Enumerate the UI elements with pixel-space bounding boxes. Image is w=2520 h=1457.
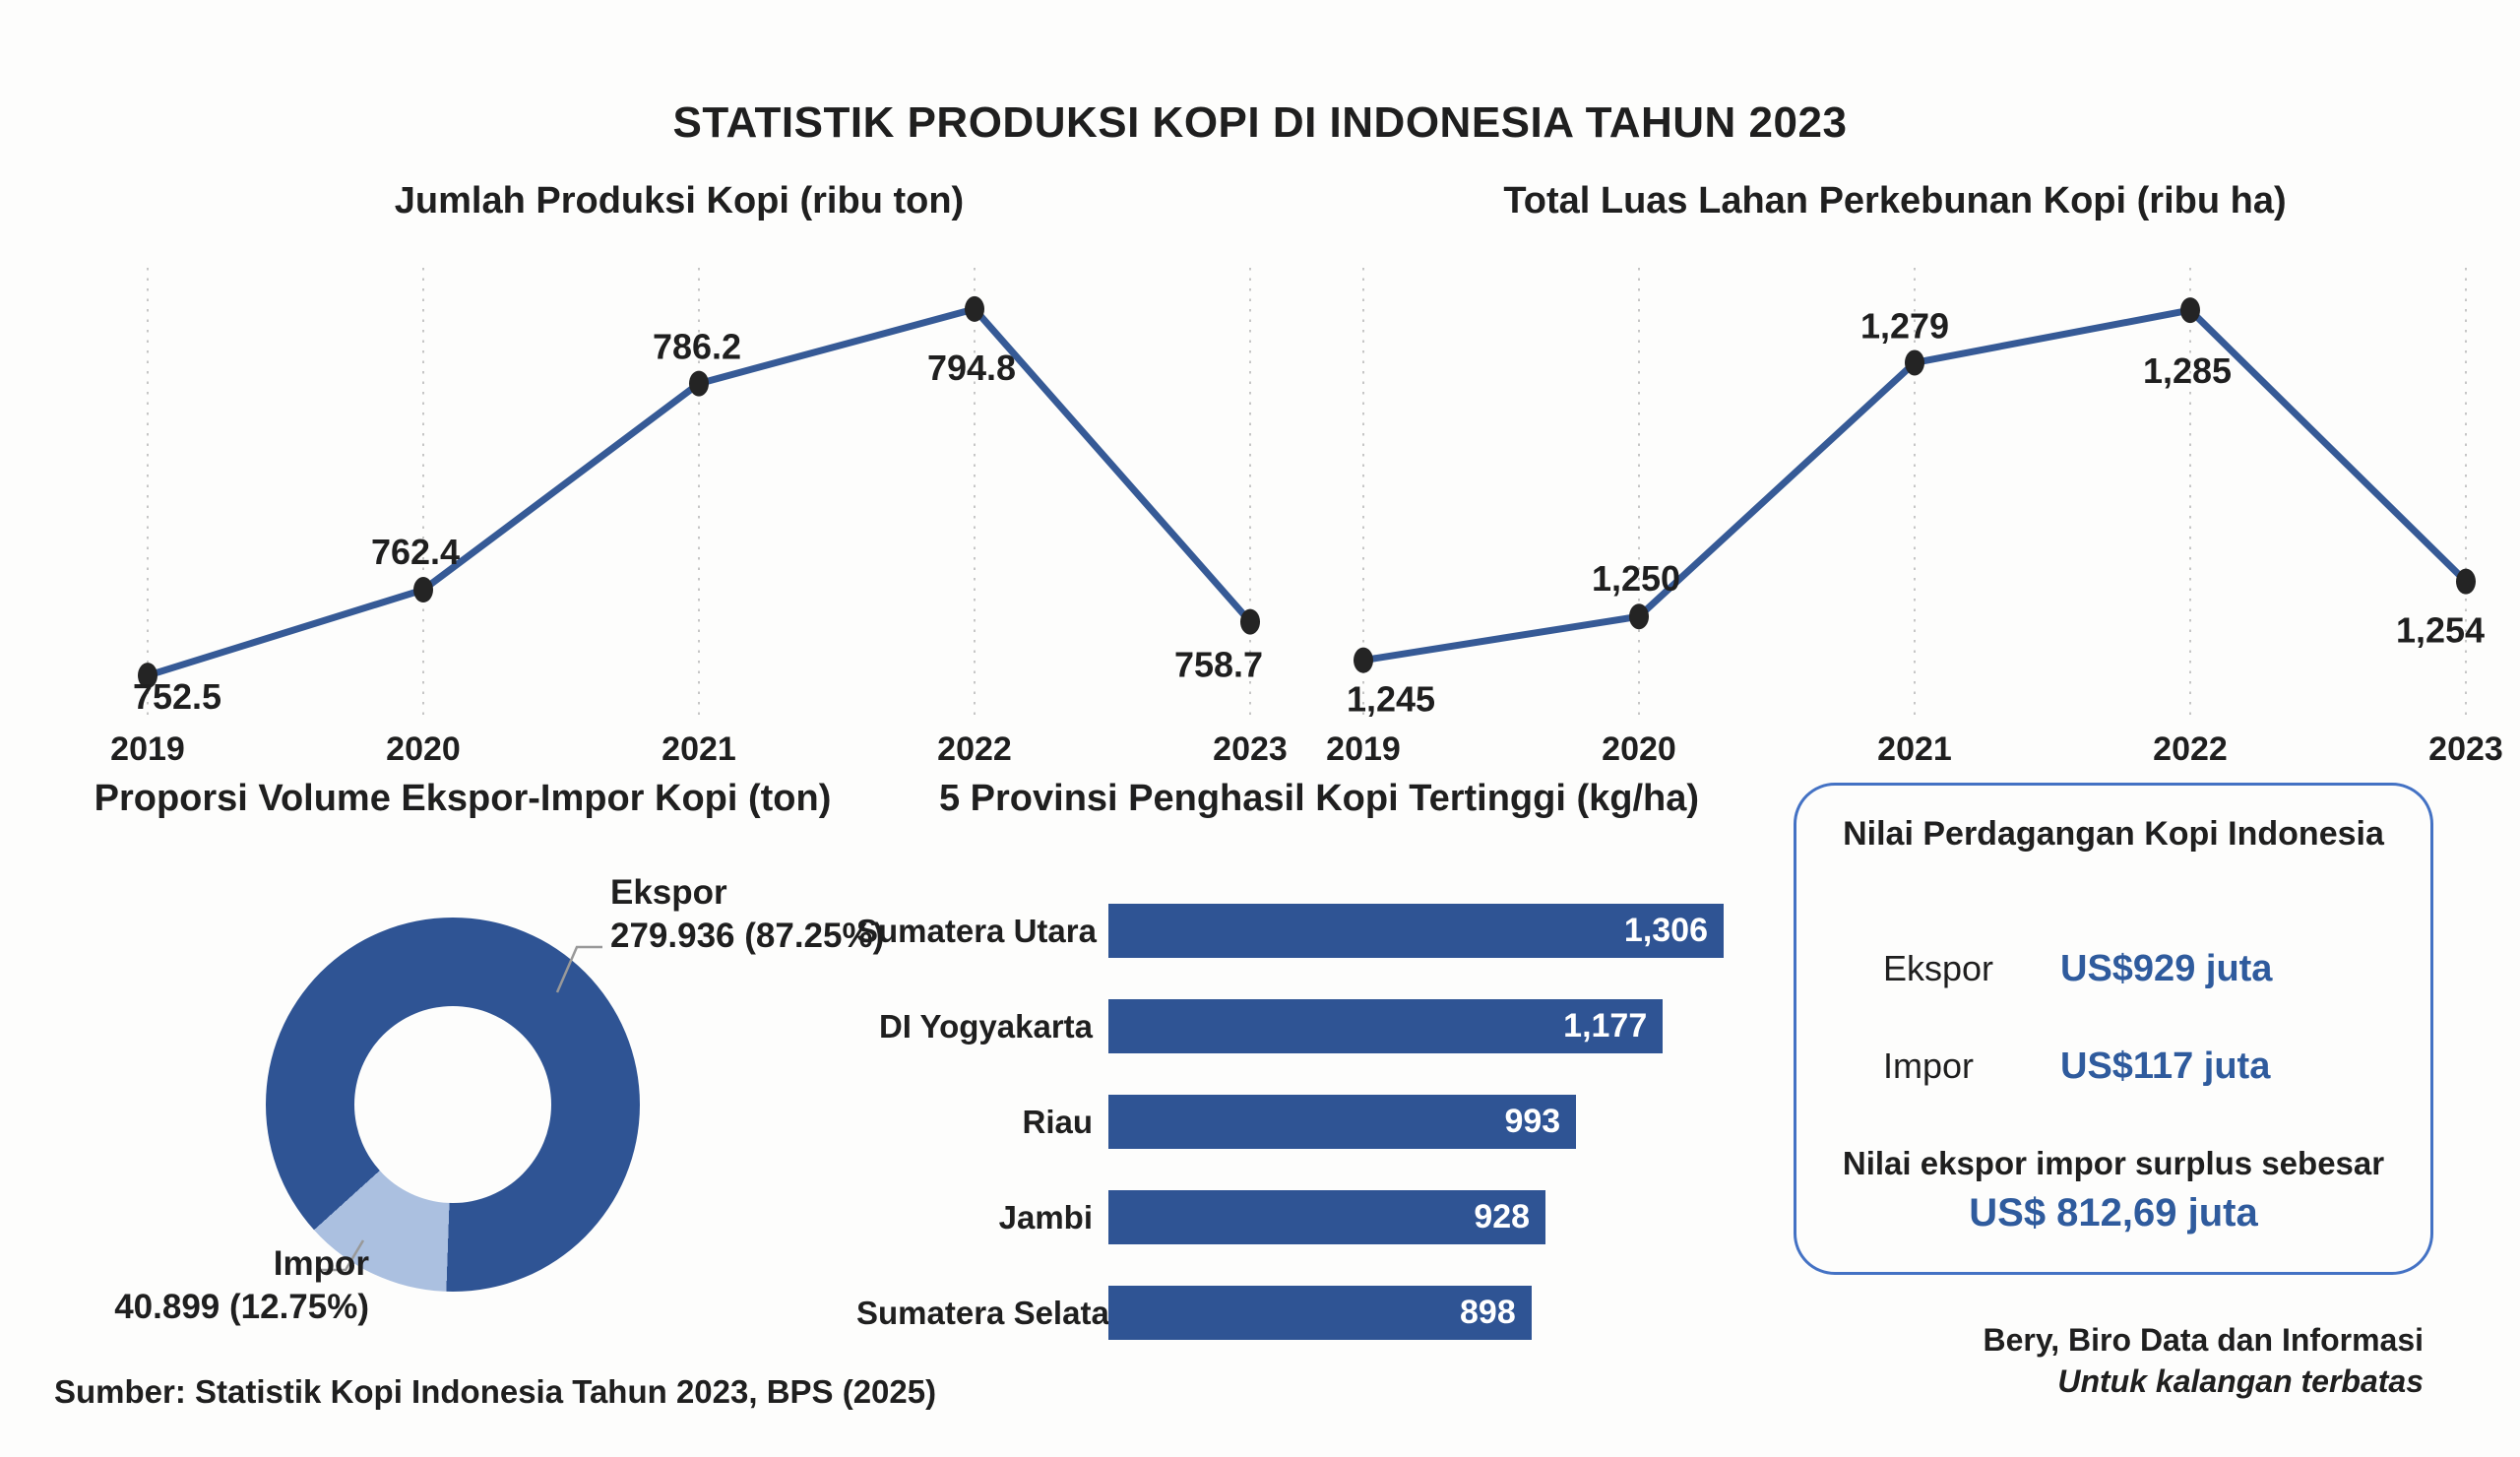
- x-axis-year-label: 2022: [2153, 730, 2228, 768]
- credit-line-2: Untuk kalangan terbatas: [2057, 1363, 2424, 1399]
- data-point-marker: [138, 663, 158, 689]
- trade-rows: Ekspor US$929 juta Impor US$117 juta: [1883, 948, 2391, 1088]
- trade-value-box: Nilai Perdagangan Kopi Indonesia Ekspor …: [1794, 783, 2433, 1275]
- x-axis-year-label: 2021: [662, 730, 736, 768]
- data-point-label: 1,254: [2396, 610, 2485, 651]
- x-axis-year-label: 2023: [2428, 730, 2503, 768]
- impor-slice-callout: Impor 40.899 (12.75%): [64, 1242, 369, 1329]
- bar-category-label: Sumatera Utara: [856, 912, 1097, 949]
- bar: 993: [1108, 1095, 1577, 1149]
- bar: 898: [1108, 1286, 1532, 1340]
- surplus-text: Nilai ekspor impor surplus sebesar: [1842, 1145, 2385, 1181]
- x-axis-year-label: 2019: [110, 730, 185, 768]
- provinsi-bar-chart-section: 5 Provinsi Penghasil Kopi Tertinggi (kg/…: [856, 778, 1782, 1388]
- donut-chart-title: Proporsi Volume Ekspor-Impor Kopi (ton): [94, 778, 832, 819]
- data-point-label: 786.2: [653, 327, 741, 367]
- ekspor-slice-value: 279.936 (87.25%): [610, 917, 885, 955]
- donut-chart: [266, 918, 640, 1292]
- data-point-label: 762.4: [371, 532, 460, 572]
- provinsi-bar-chart: Sumatera Utara 1,306 DI Yogyakarta 1,177 Ria…: [856, 904, 1782, 1340]
- data-point-marker: [965, 295, 984, 322]
- bar-row: DI Yogyakarta 1,177: [856, 999, 1782, 1053]
- data-point-label: 1,285: [2143, 350, 2232, 391]
- bar-value-label: 898: [1460, 1294, 1516, 1331]
- source-note: Sumber: Statistik Kopi Indonesia Tahun 2…: [54, 1373, 937, 1410]
- trade-row-impor: Impor US$117 juta: [1883, 1045, 2391, 1088]
- data-point-marker: [413, 577, 433, 603]
- lahan-line-chart: 1,245 1,250 1,279 1,285 1,254 2019 2020 2021 202…: [1326, 268, 2503, 768]
- bar-category-label: Jambi: [998, 1198, 1093, 1235]
- bar: 928: [1108, 1190, 1546, 1244]
- ekspor-impor-donut-section: Proporsi Volume Ekspor-Impor Kopi (ton) …: [54, 778, 885, 1388]
- bar-row: Jambi 928: [856, 1190, 1782, 1244]
- page-title: STATISTIK PRODUKSI KOPI DI INDONESIA TAH…: [672, 98, 1848, 147]
- bar-chart-title: 5 Provinsi Penghasil Kopi Tertinggi (kg/…: [938, 778, 1700, 819]
- data-point-marker: [1629, 603, 1649, 630]
- produksi-line-chart: 752.5 762.4 786.2 794.8 758.7 2019 2020 2021 202…: [110, 268, 1288, 768]
- data-point-label: 758.7: [1174, 645, 1263, 685]
- data-point-label: 794.8: [927, 348, 1016, 388]
- trade-impor-value: US$117 juta: [2060, 1045, 2271, 1087]
- x-axis-year-label: 2022: [937, 730, 1012, 768]
- lahan-line-chart-section: Total Luas Lahan Perkebunan Kopi (ribu h…: [1304, 177, 2503, 772]
- data-point-marker: [1354, 647, 1373, 673]
- donut-hole: [354, 1006, 551, 1203]
- bar: 1,306: [1108, 904, 1724, 958]
- bar-value-label: 1,306: [1623, 912, 1708, 949]
- data-point-marker: [1240, 608, 1260, 635]
- lahan-chart-title: Total Luas Lahan Perkebunan Kopi (ribu h…: [1503, 180, 2287, 222]
- x-axis-year-label: 2020: [1602, 730, 1676, 768]
- trade-row-ekspor: Ekspor US$929 juta: [1883, 948, 2391, 990]
- bar-row: Sumatera Utara 1,306: [856, 904, 1782, 958]
- data-point-label: 1,250: [1592, 558, 1680, 599]
- produksi-chart-title: Jumlah Produksi Kopi (ribu ton): [394, 180, 965, 222]
- trade-box-title: Nilai Perdagangan Kopi Indonesia: [1843, 815, 2384, 853]
- bar-row: Riau 993: [856, 1095, 1782, 1149]
- impor-slice-name: Impor: [273, 1244, 369, 1283]
- bar-category-label: Riau: [1022, 1103, 1093, 1140]
- bar-row: Sumatera Selatan 898: [856, 1286, 1782, 1340]
- x-axis-year-label: 2021: [1877, 730, 1952, 768]
- trade-impor-label: Impor: [1883, 1045, 1975, 1086]
- x-axis-year-label: 2020: [386, 730, 461, 768]
- bar: 1,177: [1108, 999, 1664, 1053]
- credit-line-1: Bery, Biro Data dan Informasi: [1983, 1322, 2424, 1358]
- x-axis-year-label: 2023: [1213, 730, 1288, 768]
- trade-ekspor-label: Ekspor: [1883, 948, 1994, 988]
- data-point-label: 752.5: [133, 676, 221, 717]
- data-point-marker: [2456, 568, 2476, 595]
- impor-slice-value: 40.899 (12.75%): [114, 1288, 369, 1326]
- produksi-line-chart-section: Jumlah Produksi Kopi (ribu ton) 752.5 762…: [89, 177, 1288, 772]
- bar-value-label: 1,177: [1563, 1007, 1648, 1045]
- data-point-marker: [2180, 297, 2200, 324]
- bar-value-label: 993: [1504, 1103, 1561, 1140]
- credit-block: Bery, Biro Data dan Informasi Untuk kala…: [1983, 1319, 2424, 1402]
- bar-category-label: Sumatera Selatan: [856, 1294, 1129, 1331]
- data-point-label: 1,279: [1860, 305, 1949, 346]
- bar-value-label: 928: [1474, 1198, 1531, 1235]
- ekspor-slice-name: Ekspor: [610, 873, 727, 912]
- data-point-label: 1,245: [1347, 679, 1435, 720]
- data-point-marker: [1905, 349, 1924, 376]
- surplus-value: US$ 812,69 juta: [1969, 1191, 2258, 1235]
- trade-ekspor-value: US$929 juta: [2060, 948, 2273, 989]
- x-axis-year-label: 2019: [1326, 730, 1401, 768]
- data-point-marker: [689, 370, 709, 397]
- bar-category-label: DI Yogyakarta: [878, 1007, 1093, 1045]
- ekspor-slice-callout: Ekspor 279.936 (87.25%): [610, 871, 884, 958]
